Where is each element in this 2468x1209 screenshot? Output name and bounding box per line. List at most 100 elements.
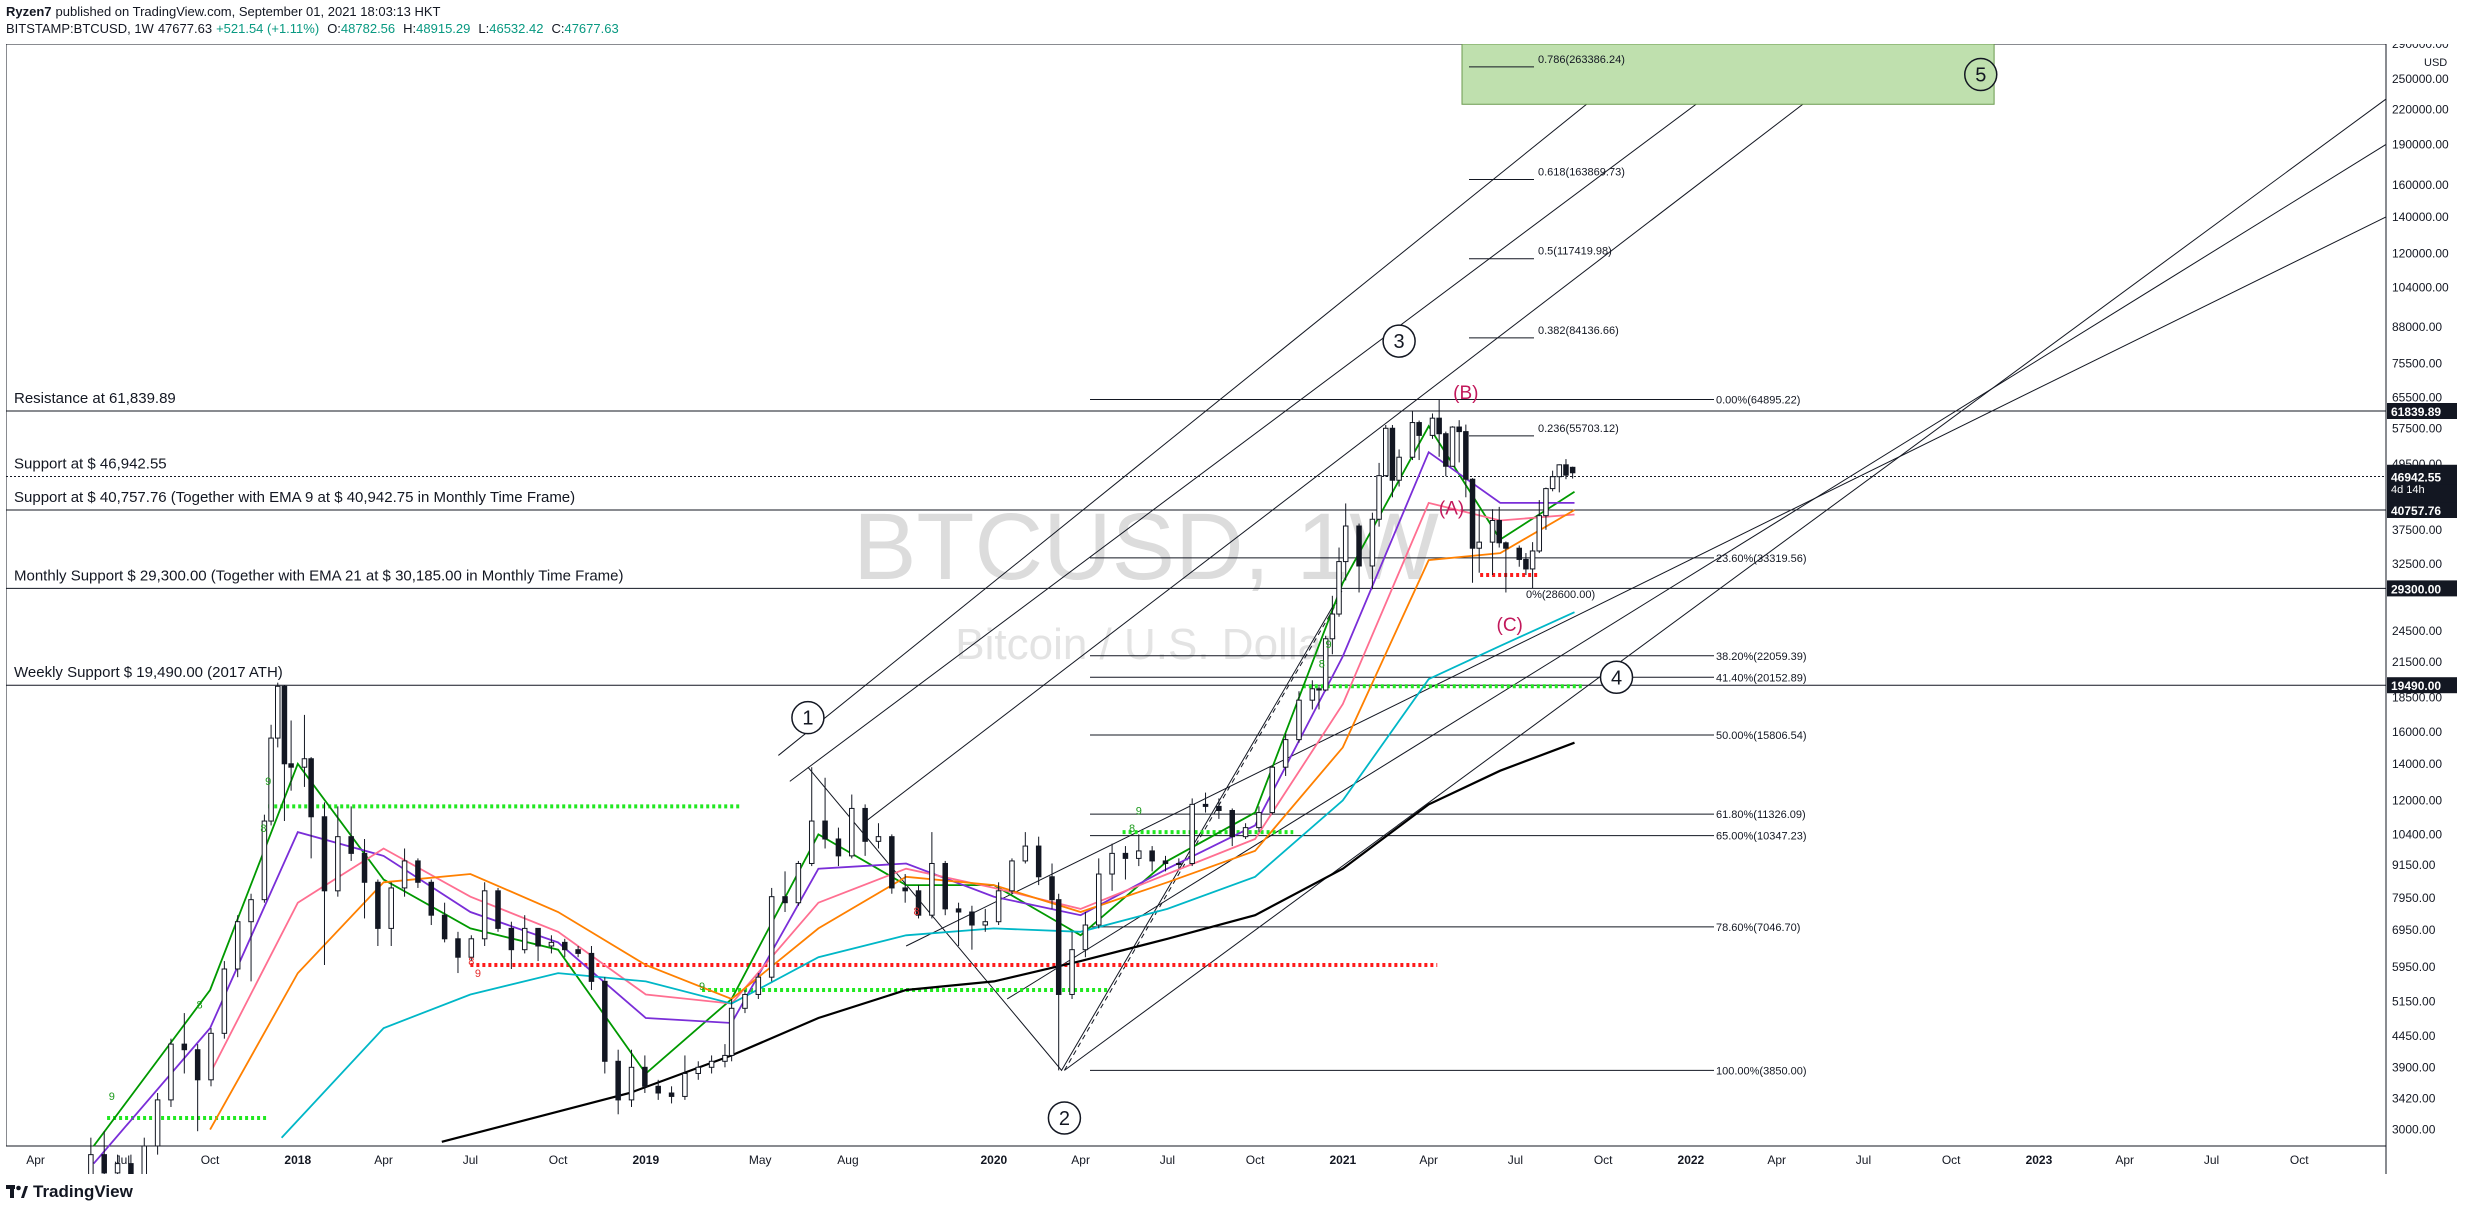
candle-body-93 bbox=[1282, 739, 1289, 768]
time-tick-1: Jul bbox=[115, 1153, 130, 1167]
time-tick-0: Apr bbox=[26, 1153, 45, 1167]
time-tick-13: Oct bbox=[1246, 1153, 1265, 1167]
candle-body-43 bbox=[628, 1066, 635, 1101]
price-tick-15: 24500.00 bbox=[2392, 624, 2442, 638]
low-value: 46532.42 bbox=[489, 21, 544, 36]
wave-circle-1 bbox=[1047, 1101, 1082, 1135]
candle-body-50 bbox=[722, 1054, 728, 1062]
support-label-3: Monthly Support $ 29,300.00 (Together wi… bbox=[14, 567, 624, 584]
wave-circle-2 bbox=[1382, 324, 1416, 358]
price-badge-bg-4 bbox=[2387, 580, 2457, 597]
candle-body-57 bbox=[808, 820, 815, 864]
fib-target-zone bbox=[1461, 44, 1995, 105]
candle-body-52 bbox=[742, 993, 748, 1009]
candle-body-67 bbox=[942, 862, 948, 910]
candle-body-92 bbox=[1269, 766, 1276, 814]
currency-label: USD bbox=[2424, 57, 2447, 69]
candle-body-21 bbox=[335, 836, 341, 892]
price-tick-25: 5950.00 bbox=[2392, 960, 2436, 974]
chart-header: Ryzen7 published on TradingView.com, Sep… bbox=[6, 3, 1406, 37]
candle-body-98 bbox=[1329, 613, 1336, 640]
ema-series-1 bbox=[93, 450, 1575, 1165]
candle-body-96 bbox=[1316, 688, 1322, 691]
price-tick-30: 3000.00 bbox=[2392, 1123, 2436, 1137]
candle-body-47 bbox=[682, 1072, 688, 1097]
candle-body-15 bbox=[275, 685, 281, 739]
price-tick-24: 6950.00 bbox=[2392, 923, 2436, 937]
candle-body-27 bbox=[415, 860, 421, 883]
wave-circle-0 bbox=[791, 700, 825, 735]
price-tick-5: 140000.00 bbox=[2392, 210, 2449, 224]
candle-body-37 bbox=[548, 941, 555, 947]
candle-body-113 bbox=[1456, 426, 1462, 433]
candle-body-105 bbox=[1389, 427, 1396, 481]
candle-body-112 bbox=[1449, 426, 1456, 467]
fib-ret-label-5: 61.80%(11326.09) bbox=[1716, 809, 1806, 821]
td-count-3: 9 bbox=[265, 776, 271, 788]
wave-label-7: (C) bbox=[1497, 615, 1523, 636]
fib-ext-label-0: 0.786(263386.24) bbox=[1538, 54, 1625, 66]
candle-body-3 bbox=[128, 1163, 134, 1174]
candle-body-46 bbox=[668, 1092, 675, 1097]
candle-body-90 bbox=[1242, 827, 1249, 838]
candle-body-125 bbox=[1549, 476, 1556, 490]
candle-body-23 bbox=[361, 852, 368, 883]
candle-body-59 bbox=[835, 838, 842, 857]
candle-body-48 bbox=[695, 1066, 702, 1074]
price-tick-1: 250000.00 bbox=[2392, 72, 2449, 86]
candle-body-111 bbox=[1443, 433, 1449, 467]
time-tick-12: Jul bbox=[1160, 1153, 1175, 1167]
candle-body-36 bbox=[535, 927, 541, 947]
candle-body-87 bbox=[1202, 803, 1209, 807]
candle-body-51 bbox=[728, 1007, 735, 1056]
candle-body-120 bbox=[1516, 547, 1522, 560]
candle-body-114 bbox=[1463, 431, 1469, 480]
author-name[interactable]: Ryzen7 bbox=[6, 4, 52, 19]
td-count-0: 9 bbox=[109, 1091, 115, 1103]
candle-body-84 bbox=[1162, 860, 1169, 864]
candle-body-45 bbox=[655, 1085, 661, 1094]
candle-body-79 bbox=[1095, 873, 1102, 926]
candle-body-74 bbox=[1035, 845, 1042, 878]
candle-body-82 bbox=[1136, 850, 1142, 859]
candle-body-65 bbox=[915, 890, 922, 916]
price-badge-0: 61839.89 bbox=[2391, 405, 2441, 419]
price-tick-3: 190000.00 bbox=[2392, 137, 2449, 151]
candle-body-109 bbox=[1429, 417, 1436, 436]
high-label: H: bbox=[403, 21, 417, 36]
time-tick-8: May bbox=[749, 1153, 772, 1167]
candle-body-68 bbox=[955, 908, 962, 913]
time-tick-6: Oct bbox=[549, 1153, 568, 1167]
candle-body-73 bbox=[1022, 845, 1029, 862]
candle-body-55 bbox=[782, 896, 788, 904]
wave-label-3: 4 bbox=[1611, 667, 1622, 689]
candle-body-39 bbox=[575, 949, 581, 954]
tradingview-logo-icon bbox=[6, 1185, 28, 1198]
candle-body-76 bbox=[1055, 899, 1062, 995]
td-count-7: 8 bbox=[914, 906, 920, 918]
candle-body-121 bbox=[1523, 558, 1529, 570]
symbol-label[interactable]: BITSTAMP:BTCUSD, 1W bbox=[6, 21, 154, 36]
candle-body-103 bbox=[1376, 475, 1382, 520]
time-tick-18: 2022 bbox=[1678, 1153, 1705, 1167]
ohlc-line: BITSTAMP:BTCUSD, 1W 47677.63 +521.54 (+1… bbox=[6, 20, 1406, 37]
publish-info: published on TradingView.com, September … bbox=[55, 4, 441, 19]
td-count-4: 8 bbox=[468, 956, 474, 968]
fib-ret-label-1: 23.60%(33319.56) bbox=[1716, 553, 1807, 565]
candle-body-31 bbox=[468, 938, 475, 958]
fib-extra-label: 0%(28600.00) bbox=[1526, 589, 1595, 601]
open-label: O: bbox=[327, 21, 341, 36]
price-tick-27: 4450.00 bbox=[2392, 1029, 2436, 1043]
candle-body-108 bbox=[1416, 422, 1422, 436]
price-tick-16: 21500.00 bbox=[2392, 655, 2442, 669]
tradingview-logo-text: TradingView bbox=[33, 1182, 133, 1201]
support-label-0: Resistance at 61,839.89 bbox=[14, 390, 176, 407]
time-tick-24: Jul bbox=[2204, 1153, 2219, 1167]
wave-label-0: 1 bbox=[802, 708, 813, 730]
tradingview-logo[interactable]: TradingView bbox=[6, 1182, 133, 1202]
price-badge-bg-2 bbox=[2387, 468, 2457, 485]
candle-body-0 bbox=[88, 1154, 94, 1174]
wave-label-2: 3 bbox=[1394, 331, 1405, 353]
fib-ret-label-3: 41.40%(20152.89) bbox=[1716, 672, 1807, 684]
